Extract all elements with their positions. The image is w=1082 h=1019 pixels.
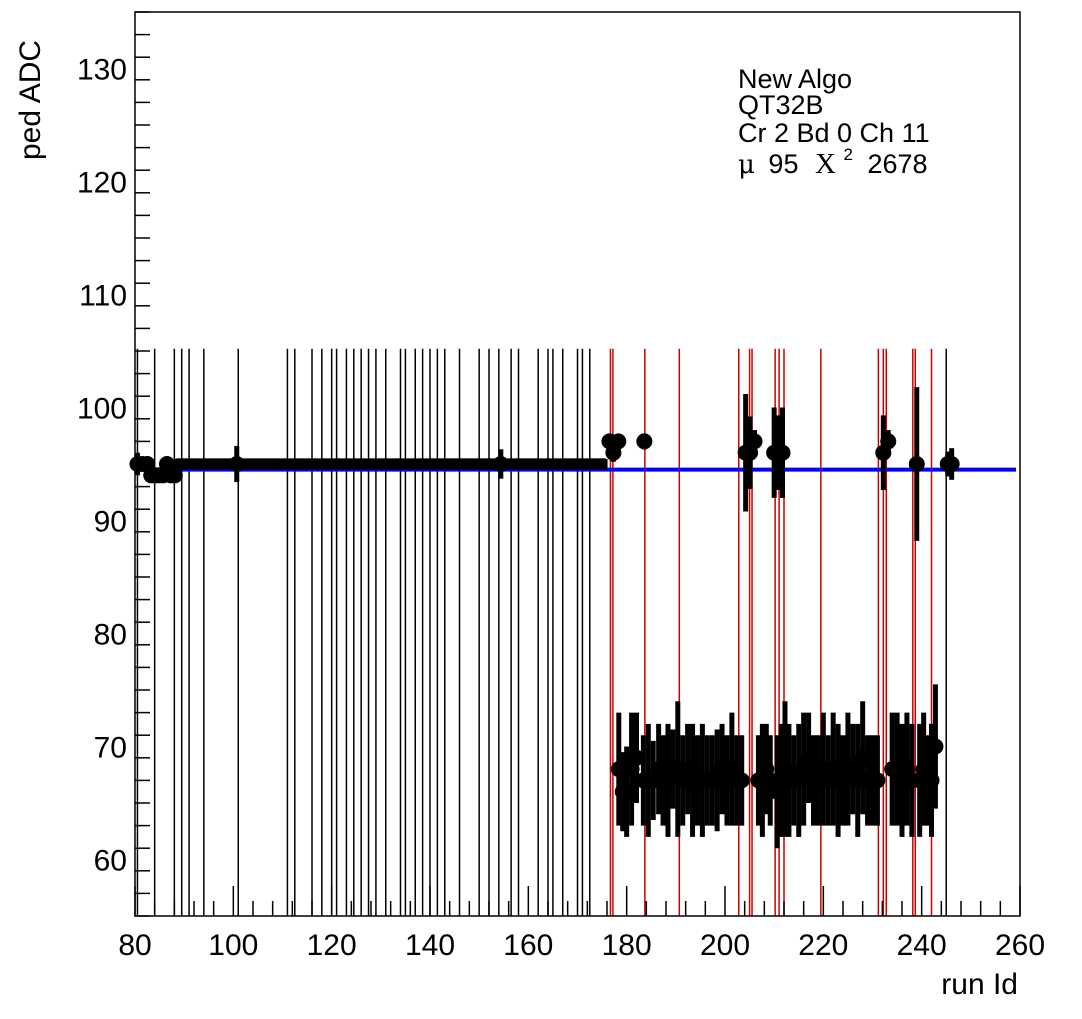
data-point [628, 749, 645, 766]
data-point [774, 444, 791, 461]
data-point [166, 467, 183, 484]
y-tick-label: 90 [94, 506, 127, 539]
y-axis-title: ped ADC [14, 40, 47, 160]
data-point [880, 433, 897, 450]
black-vertical-lines [136, 348, 947, 916]
y-tick-label: 110 [79, 280, 127, 313]
y-tick-label: 130 [77, 54, 127, 87]
y-tick-label: 80 [94, 619, 127, 652]
y-tick-label: 70 [94, 732, 127, 765]
annotation-line-2: QT32B [738, 90, 824, 120]
x-tick-label: 200 [700, 929, 750, 962]
x-tick-label: 120 [307, 929, 357, 962]
annotation-line-4: μ 95 X 2 2678 [738, 136, 928, 180]
annotation-line-1: New Algo [738, 64, 852, 94]
mu-value: 95 [768, 149, 798, 179]
annotation-line-3: Cr 2 Bd 0 Ch 11 [738, 118, 930, 148]
x-tick-label: 160 [503, 929, 553, 962]
tick-labels: 80 100 120 140 160 180 200 220 240 260 60 70 80 90 100… [77, 54, 1045, 963]
data-point [228, 456, 245, 472]
chi-exponent: 2 [843, 145, 852, 164]
axis-ticks [134, 11, 1021, 917]
x-tick-label: 260 [995, 929, 1045, 962]
x-tick-label: 220 [798, 929, 848, 962]
y-tick-label: 60 [94, 845, 127, 878]
data-point [943, 456, 960, 472]
x-tick-label: 180 [602, 929, 652, 962]
x-axis-title: run Id [941, 968, 1018, 1001]
data-point [927, 738, 944, 755]
chi-value: 2678 [867, 149, 927, 179]
data-point [869, 772, 886, 789]
data-point [492, 456, 509, 472]
data-point [636, 433, 653, 450]
annotation-box: New Algo QT32B Cr 2 Bd 0 Ch 11 μ 95 X 2 … [738, 64, 930, 180]
mu-symbol: μ [738, 150, 755, 180]
band-point [601, 459, 608, 469]
x-tick-label: 80 [118, 929, 151, 962]
x-tick-label: 240 [897, 929, 947, 962]
data-point [746, 433, 763, 450]
y-tick-label: 120 [77, 167, 127, 200]
chi-symbol: X [815, 148, 836, 180]
y-tick-label: 100 [77, 393, 127, 426]
data-point [908, 456, 925, 472]
data-point [610, 433, 627, 450]
x-tick-label: 100 [208, 929, 258, 962]
data-points [129, 387, 960, 849]
data-point [733, 772, 750, 789]
x-tick-label: 140 [405, 929, 455, 962]
